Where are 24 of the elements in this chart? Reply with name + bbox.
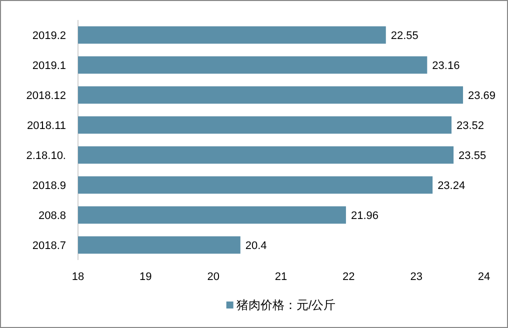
x-tick-label: 23: [410, 271, 422, 283]
data-label: 21.96: [350, 210, 378, 222]
data-label: 23.24: [438, 180, 466, 192]
data-label: 23.16: [432, 60, 460, 72]
y-tick-label: 2019.2: [32, 30, 66, 42]
data-label: 22.55: [390, 30, 418, 42]
y-tick-label: 2018.7: [32, 240, 66, 252]
y-tick-label: 2018.11: [27, 120, 66, 132]
x-tick-label: 18: [72, 271, 84, 283]
y-tick-label: 208.8: [38, 210, 66, 222]
y-tick-label: 2018.9: [32, 180, 66, 192]
x-tick-label: 22: [342, 271, 355, 283]
y-tick-label: 2018.12: [26, 90, 66, 102]
legend-label: 猪肉价格：元/公斤: [236, 298, 336, 312]
data-label: 23.69: [468, 90, 496, 102]
data-label: 23.52: [456, 120, 484, 132]
x-tick-label: 19: [140, 271, 152, 283]
x-tick-label: 20: [207, 271, 220, 283]
x-tick-label: 21: [274, 271, 288, 283]
data-label: 20.4: [245, 240, 267, 252]
x-tick-label: 24: [478, 271, 490, 283]
y-tick-label: 2019.1: [32, 60, 66, 72]
data-label: 23.55: [458, 150, 486, 162]
y-tick-label: 2.18.10.: [26, 150, 66, 162]
